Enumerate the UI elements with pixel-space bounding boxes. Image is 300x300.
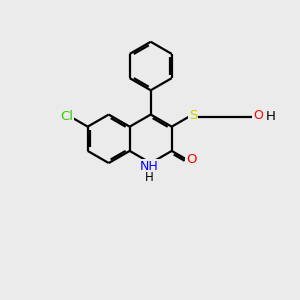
Text: NH: NH [140,160,159,173]
Text: H: H [145,171,154,184]
Text: O: O [186,153,196,166]
Text: S: S [189,109,197,122]
Text: H: H [265,110,275,123]
Text: Cl: Cl [60,110,73,123]
Text: O: O [253,109,263,122]
